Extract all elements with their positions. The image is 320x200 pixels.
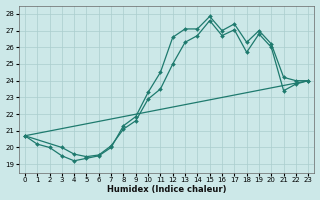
X-axis label: Humidex (Indice chaleur): Humidex (Indice chaleur) [107, 185, 226, 194]
